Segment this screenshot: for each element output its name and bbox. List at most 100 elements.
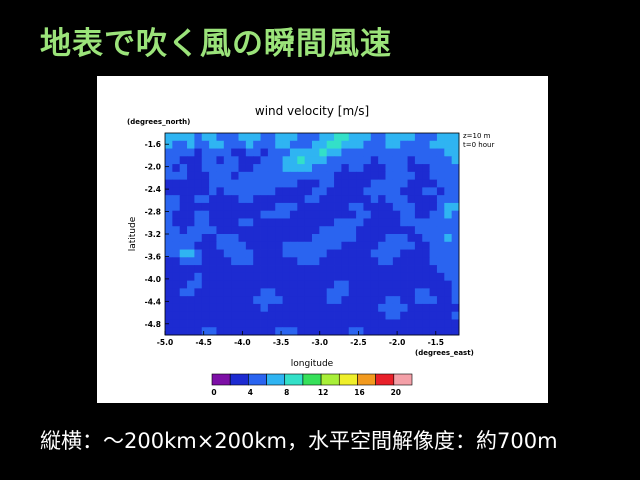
- heatmap-cell: [370, 327, 379, 336]
- heatmap-cell: [348, 327, 357, 336]
- heatmap-cell: [363, 148, 372, 157]
- heatmap-cell: [385, 179, 394, 188]
- heatmap-cell: [297, 187, 306, 196]
- heatmap-cell: [165, 280, 173, 289]
- heatmap-cell: [223, 241, 232, 250]
- heatmap-cell: [312, 234, 320, 243]
- heatmap-cell: [407, 140, 416, 149]
- heatmap-cell: [326, 226, 335, 235]
- heatmap-cell: [201, 218, 210, 227]
- colorbar-tick-label: 4: [248, 388, 253, 397]
- heatmap-cell: [370, 226, 379, 235]
- heatmap-cell: [275, 187, 283, 196]
- heatmap-cell: [422, 272, 430, 282]
- heatmap-cell: [334, 195, 342, 204]
- heatmap-cell: [179, 265, 188, 274]
- heatmap-cell: [312, 319, 320, 328]
- heatmap-cell: [282, 210, 291, 219]
- heatmap-cell: [231, 311, 239, 320]
- heatmap-cell: [275, 319, 283, 328]
- heatmap-cell: [253, 296, 261, 305]
- heatmap-cell: [444, 218, 453, 227]
- heatmap-cell: [216, 140, 225, 149]
- heatmap-cell: [407, 218, 416, 227]
- heatmap-cell: [267, 202, 276, 212]
- heatmap-cell: [436, 164, 445, 173]
- heatmap-cell: [275, 148, 283, 157]
- heatmap-cell: [209, 164, 217, 173]
- heatmap-cell: [370, 241, 379, 250]
- heatmap-cell: [414, 265, 423, 274]
- heatmap-cell: [209, 296, 217, 305]
- heatmap-cell: [356, 195, 364, 204]
- heatmap-cell: [400, 265, 408, 274]
- heatmap-cell: [194, 327, 203, 336]
- heatmap-cell: [231, 257, 239, 266]
- heatmap-cell: [414, 288, 423, 297]
- heatmap-cell: [429, 303, 438, 313]
- heatmap-cell: [238, 249, 247, 258]
- heatmap-cell: [400, 280, 408, 289]
- heatmap-cell: [312, 249, 320, 258]
- heatmap-cell: [429, 234, 438, 243]
- heatmap-cell: [223, 226, 232, 235]
- heatmap-cell: [356, 303, 364, 313]
- heatmap-cell: [253, 303, 261, 313]
- heatmap-cell: [400, 303, 408, 313]
- heatmap-cell: [216, 257, 225, 266]
- heatmap-cell: [370, 148, 379, 157]
- heatmap-cell: [392, 257, 401, 266]
- heatmap-cell: [297, 195, 306, 204]
- heatmap-cell: [187, 311, 195, 320]
- heatmap-cell: [444, 140, 453, 149]
- heatmap-cell: [407, 241, 416, 250]
- heatmap-cell: [422, 234, 430, 243]
- heatmap-cell: [392, 218, 401, 227]
- heatmap-cell: [356, 288, 364, 297]
- heatmap-cell: [312, 226, 320, 235]
- heatmap-cell: [289, 171, 298, 181]
- heatmap-cell: [194, 179, 203, 188]
- heatmap-cell: [422, 249, 430, 258]
- heatmap-cell: [326, 272, 335, 282]
- heatmap-cell: [407, 257, 416, 266]
- heatmap-cell: [172, 265, 181, 274]
- heatmap-cell: [165, 257, 173, 266]
- heatmap-cell: [289, 148, 298, 157]
- heatmap-cell: [312, 265, 320, 274]
- heatmap-cell: [326, 148, 335, 157]
- heatmap-cell: [444, 327, 453, 336]
- heatmap-cell: [385, 296, 394, 305]
- heatmap-cell: [451, 179, 460, 188]
- heatmap-cell: [253, 311, 261, 320]
- heatmap-cell: [370, 156, 379, 165]
- heatmap-cell: [385, 265, 394, 274]
- heatmap-cell: [209, 195, 217, 204]
- heatmap-cell: [238, 319, 247, 328]
- heatmap-cell: [267, 296, 276, 305]
- heatmap-cell: [245, 272, 254, 282]
- heatmap-cell: [187, 187, 195, 196]
- heatmap-cell: [436, 234, 445, 243]
- heatmap-cell: [429, 241, 438, 250]
- heatmap-cell: [187, 234, 195, 243]
- heatmap-cell: [187, 179, 195, 188]
- heatmap-cell: [172, 327, 181, 336]
- heatmap-cell: [201, 327, 210, 336]
- heatmap-cell: [179, 164, 188, 173]
- heatmap-cell: [363, 249, 372, 258]
- heatmap-cell: [436, 265, 445, 274]
- heatmap-cell: [194, 249, 203, 258]
- heatmap-cell: [422, 218, 430, 227]
- heatmap-cell: [172, 210, 181, 219]
- heatmap-cell: [422, 265, 430, 274]
- heatmap-cell: [194, 195, 203, 204]
- heatmap-cell: [209, 241, 217, 250]
- heatmap-cell: [282, 187, 291, 196]
- heatmap-cell: [407, 288, 416, 297]
- heatmap-cell: [312, 164, 320, 173]
- heatmap-cell: [238, 257, 247, 266]
- heatmap-cell: [194, 319, 203, 328]
- heatmap-cell: [385, 311, 394, 320]
- heatmap-cell: [341, 249, 350, 258]
